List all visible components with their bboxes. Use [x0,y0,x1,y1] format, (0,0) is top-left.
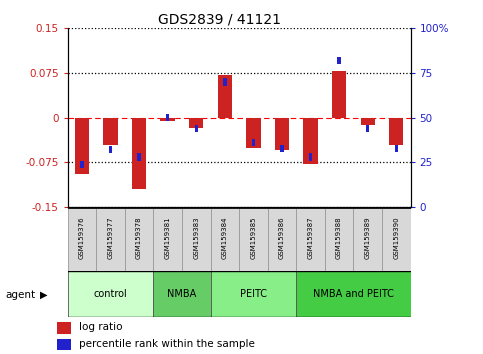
Bar [154,208,182,271]
Text: GSM159381: GSM159381 [165,217,170,259]
Bar [223,78,227,86]
Bar [366,125,369,132]
Bar [268,208,296,271]
Text: ▶: ▶ [40,290,47,300]
Bar [280,144,284,152]
Bar [125,208,154,271]
Text: GSM159388: GSM159388 [336,217,342,259]
Bar [80,161,84,168]
Bar [354,208,382,271]
Bar [109,146,112,154]
Bar [389,118,403,144]
Bar [296,271,411,317]
Bar [325,208,354,271]
Bar [332,71,346,118]
Bar [137,154,141,161]
Bar [75,118,89,174]
Bar [57,322,71,333]
Bar [246,118,260,148]
Text: log ratio: log ratio [79,322,123,332]
Bar [160,118,175,121]
Bar [303,118,318,164]
Text: NMBA: NMBA [167,289,197,299]
Bar [360,118,375,125]
Text: percentile rank within the sample: percentile rank within the sample [79,339,255,349]
Bar [189,118,203,129]
Text: GSM159377: GSM159377 [108,217,114,259]
Text: agent: agent [6,290,36,299]
Text: GDS2839 / 41121: GDS2839 / 41121 [158,12,281,27]
Bar [182,208,211,271]
Bar [132,118,146,189]
Bar [211,271,296,317]
Bar [211,208,239,271]
Bar [275,118,289,150]
Text: control: control [94,289,128,299]
Bar [338,57,341,64]
Text: GSM159383: GSM159383 [193,217,199,259]
Bar [309,154,312,161]
Bar [239,208,268,271]
Text: NMBA and PEITC: NMBA and PEITC [313,289,394,299]
Bar [96,208,125,271]
Bar [252,139,255,146]
Bar [382,208,411,271]
Text: PEITC: PEITC [240,289,267,299]
Bar [166,114,170,121]
Bar [218,75,232,118]
Text: GSM159386: GSM159386 [279,217,285,259]
Text: GSM159376: GSM159376 [79,217,85,259]
Text: GSM159390: GSM159390 [393,217,399,259]
Bar [195,125,198,132]
Text: GSM159387: GSM159387 [308,217,313,259]
Bar [68,271,154,317]
Bar [296,208,325,271]
Bar [68,208,96,271]
Bar [154,271,211,317]
Text: GSM159385: GSM159385 [250,217,256,259]
Text: GSM159384: GSM159384 [222,217,228,259]
Bar [57,339,71,350]
Text: GSM159378: GSM159378 [136,217,142,259]
Bar [103,118,118,144]
Text: GSM159389: GSM159389 [365,217,370,259]
Bar [395,144,398,152]
